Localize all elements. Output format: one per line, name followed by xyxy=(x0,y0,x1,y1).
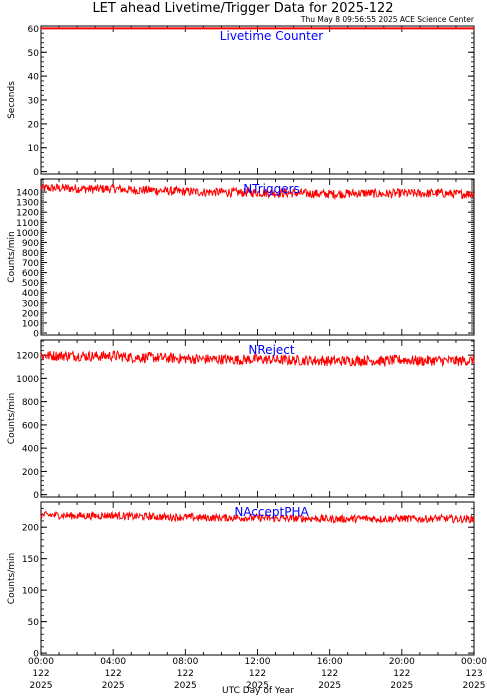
y-tick-label: 0 xyxy=(33,168,39,178)
panel-3: 0 50 100 150 200 Counts/min NAcceptPHA xyxy=(7,501,475,660)
x-tick-label-time: 00:00 xyxy=(28,657,54,667)
y-tick-label: 1000 xyxy=(16,229,39,239)
y-tick-label: 200 xyxy=(22,524,39,534)
y-axis-title: Counts/min xyxy=(7,393,17,444)
x-tick-label-time: 16:00 xyxy=(317,657,343,667)
y-tick-label: 1000 xyxy=(16,375,39,385)
x-tick-label-year: 2025 xyxy=(30,681,53,691)
y-tick-label: 0 xyxy=(33,491,39,501)
x-tick-label-doy: 122 xyxy=(32,669,49,679)
x-tick-label-doy: 122 xyxy=(393,669,410,679)
x-tick-label-year: 2025 xyxy=(174,681,197,691)
panel-0: 0 10 20 30 40 50 60 Seconds Livetime Counter xyxy=(7,25,475,178)
y-tick-label: 1200 xyxy=(16,352,39,362)
y-tick-label: 50 xyxy=(28,49,40,59)
y-tick-label: 700 xyxy=(22,259,39,269)
x-tick-label-time: 12:00 xyxy=(245,657,271,667)
x-tick-label-year: 2025 xyxy=(102,681,125,691)
x-tick-label-doy: 122 xyxy=(105,669,122,679)
y-tick-label: 1100 xyxy=(16,219,39,229)
panel-label: Livetime Counter xyxy=(220,29,323,43)
y-tick-label: 40 xyxy=(28,73,40,83)
x-tick-label-year: 2025 xyxy=(246,681,269,691)
y-tick-label: 0 xyxy=(33,329,39,339)
y-tick-label: 300 xyxy=(22,299,39,309)
y-tick-label: 200 xyxy=(22,309,39,319)
x-tick-label-time: 08:00 xyxy=(172,657,198,667)
series-line-0 xyxy=(40,510,475,525)
y-tick-label: 1300 xyxy=(16,199,39,209)
y-tick-label: 100 xyxy=(22,319,39,329)
y-tick-label: 1200 xyxy=(16,209,39,219)
y-tick-label: 200 xyxy=(22,468,39,478)
x-axis-title: UTC Day of Year xyxy=(222,686,294,696)
y-tick-label: 100 xyxy=(22,587,39,597)
y-tick-label: 0 xyxy=(33,650,39,660)
series-line-0 xyxy=(40,349,475,368)
y-tick-label: 400 xyxy=(22,289,39,299)
y-tick-label: 500 xyxy=(22,279,39,289)
x-tick-label-doy: 122 xyxy=(321,669,338,679)
y-tick-label: 30 xyxy=(28,97,40,107)
y-tick-label: 50 xyxy=(28,618,40,628)
y-axis-title: Seconds xyxy=(7,81,17,119)
panel-1: 0100200300400500600700800900100011001200… xyxy=(7,178,475,339)
y-tick-label: 10 xyxy=(28,144,40,154)
x-tick-label-doy: 123 xyxy=(465,669,482,679)
x-axis-group: 00:00 122 2025 04:00 122 2025 08:00 122 2025 12:0… xyxy=(28,657,487,691)
y-tick-label: 600 xyxy=(22,421,39,431)
x-tick-label-time: 00:00 xyxy=(461,657,487,667)
panel-2: 0 200 400 600 800 1000 1200 Counts/min NReject xyxy=(7,339,475,501)
y-tick-label: 600 xyxy=(22,269,39,279)
y-tick-label: 800 xyxy=(22,249,39,259)
x-tick-label-time: 20:00 xyxy=(389,657,415,667)
x-tick-label-year: 2025 xyxy=(463,681,486,691)
series-line-0 xyxy=(40,183,475,201)
y-tick-label: 800 xyxy=(22,398,39,408)
panel-label: NAcceptPHA xyxy=(234,505,309,519)
y-tick-label: 400 xyxy=(22,445,39,455)
y-tick-label: 150 xyxy=(22,555,39,565)
x-tick-label-year: 2025 xyxy=(318,681,341,691)
panel-label: NReject xyxy=(248,343,294,357)
timestamp-label: Thu May 8 09:56:55 2025 ACE Science Cent… xyxy=(300,15,475,24)
y-axis-title: Counts/min xyxy=(7,231,17,282)
x-tick-label-time: 04:00 xyxy=(100,657,126,667)
x-tick-label-doy: 122 xyxy=(249,669,266,679)
y-tick-label: 20 xyxy=(28,120,40,130)
x-tick-label-year: 2025 xyxy=(390,681,413,691)
panel-label: NTriggers xyxy=(243,182,300,196)
y-tick-label: 60 xyxy=(28,25,40,35)
chart-title: LET ahead Livetime/Trigger Data for 2025… xyxy=(92,1,393,16)
y-axis-title: Counts/min xyxy=(7,553,17,604)
y-tick-label: 1400 xyxy=(16,189,39,199)
y-tick-label: 900 xyxy=(22,239,39,249)
x-tick-label-doy: 122 xyxy=(177,669,194,679)
